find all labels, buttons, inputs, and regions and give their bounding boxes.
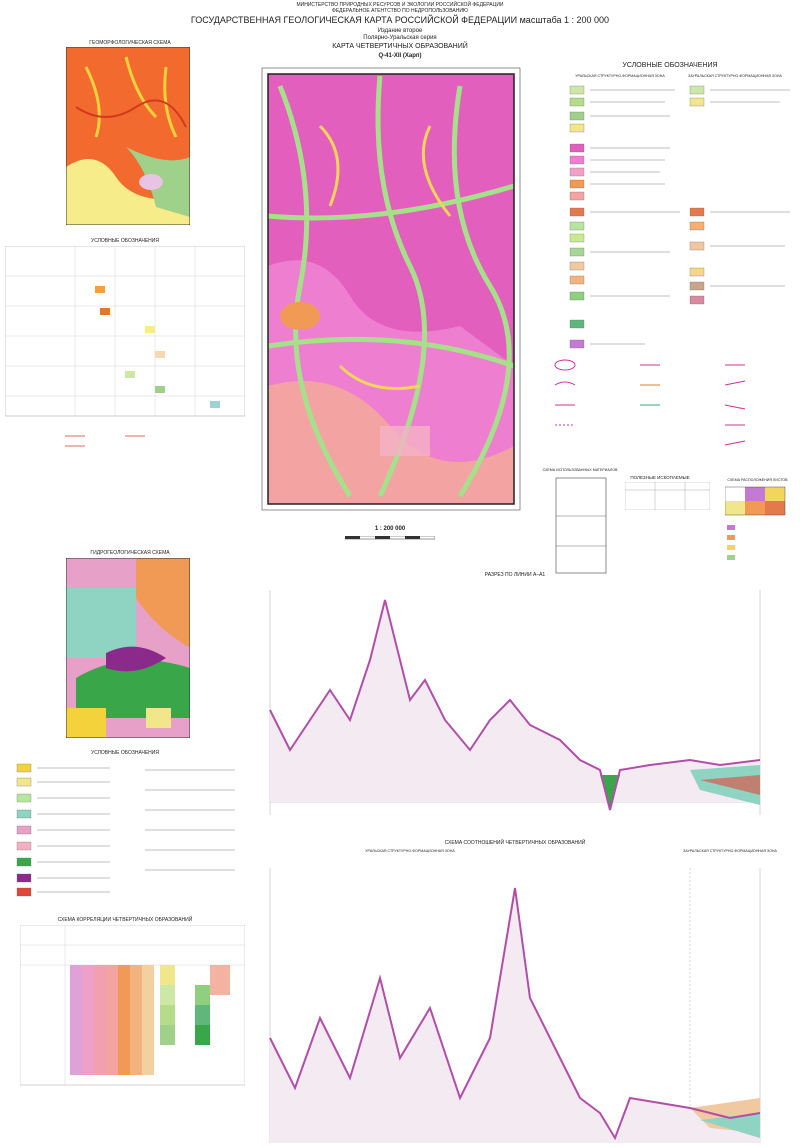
- title: ГОСУДАРСТВЕННАЯ ГЕОЛОГИЧЕСКАЯ КАРТА РОСС…: [190, 15, 610, 25]
- section-title: РАЗРЕЗ ПО ЛИНИИ А–А1: [484, 572, 546, 578]
- materials-scheme: [555, 477, 607, 574]
- section-profile: [269, 590, 761, 815]
- quaternary-map: [261, 67, 521, 511]
- legend-title: УСЛОВНЫЕ ОБОЗНАЧЕНИЯ: [622, 62, 718, 69]
- hydro-map: [66, 558, 190, 738]
- scale-bar: [345, 536, 435, 540]
- correlation-title: СХЕМА КОРРЕЛЯЦИИ ЧЕТВЕРТИЧНЫХ ОБРАЗОВАНИ…: [57, 917, 193, 923]
- sheet: Q-41-XII (Харп): [378, 53, 422, 59]
- geomorph-title: ГЕОМОРФОЛОГИЧЕСКАЯ СХЕМА: [89, 40, 171, 46]
- relations-profile: [269, 868, 761, 1143]
- edition: Издание второе: [377, 28, 423, 34]
- hydro-title: ГИДРОГЕОЛОГИЧЕСКАЯ СХЕМА: [90, 550, 170, 556]
- sheets-title: СХЕМА РАСПОЛОЖЕНИЯ ЛИСТОВ: [727, 478, 788, 482]
- legend-symbols: [554, 359, 746, 446]
- relations-zone-west: УРАЛЬСКАЯ СТРУКТУРНО-ФОРМАЦИОННАЯ ЗОНА: [365, 849, 455, 853]
- sheets-scheme: [725, 486, 786, 560]
- geomorph-map: [66, 47, 190, 225]
- legend-swatches: [569, 85, 790, 349]
- minerals-title: ПОЛЕЗНЫЕ ИСКОПАЕМЫЕ: [630, 475, 690, 480]
- relations-title: СХЕМА СООТНОШЕНИЙ ЧЕТВЕРТИЧНЫХ ОБРАЗОВАН…: [444, 840, 586, 846]
- minerals-table: [625, 482, 710, 510]
- map-title: КАРТА ЧЕТВЕРТИЧНЫХ ОБРАЗОВАНИЙ: [332, 43, 468, 50]
- geomorph-legend-table: [5, 246, 245, 447]
- scale: 1 : 200 000: [374, 526, 406, 532]
- zone-west: УРАЛЬСКАЯ СТРУКТУРНО-ФОРМАЦИОННАЯ ЗОНА: [575, 74, 665, 78]
- hydro-legend-title: УСЛОВНЫЕ ОБОЗНАЧЕНИЯ: [91, 750, 159, 756]
- hydro-legend: [16, 763, 235, 897]
- geomorph-legend-title: УСЛОВНЫЕ ОБОЗНАЧЕНИЯ: [91, 238, 159, 244]
- materials-title: СХЕМА ИСПОЛЬЗОВАННЫХ МАТЕРИАЛОВ: [542, 468, 618, 472]
- relations-zone-east: ЗАУРАЛЬСКАЯ СТРУКТУРНО-ФОРМАЦИОННАЯ ЗОНА: [683, 849, 777, 853]
- ministry: МИНИСТЕРСТВО ПРИРОДНЫХ РЕСУРСОВ И ЭКОЛОГ…: [296, 2, 504, 8]
- zone-east: ЗАУРАЛЬСКАЯ СТРУКТУРНО-ФОРМАЦИОННАЯ ЗОНА: [688, 74, 782, 78]
- series: Полярно-Уральская серия: [363, 35, 437, 41]
- correlation-table: [20, 925, 245, 1086]
- agency: ФЕДЕРАЛЬНОЕ АГЕНТСТВО ПО НЕДРОПОЛЬЗОВАНИ…: [332, 8, 468, 14]
